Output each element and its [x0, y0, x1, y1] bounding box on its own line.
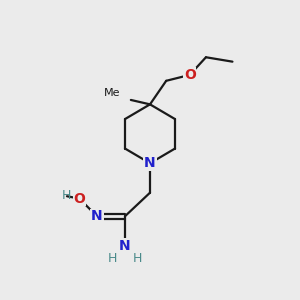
Text: N: N: [144, 156, 156, 170]
Text: O: O: [184, 68, 196, 82]
Text: N: N: [119, 239, 131, 253]
Text: O: O: [74, 192, 85, 206]
Text: Me: Me: [104, 88, 121, 98]
Text: H: H: [61, 189, 71, 202]
Text: N: N: [91, 209, 103, 223]
Text: H: H: [133, 252, 142, 266]
Text: H: H: [108, 252, 117, 266]
